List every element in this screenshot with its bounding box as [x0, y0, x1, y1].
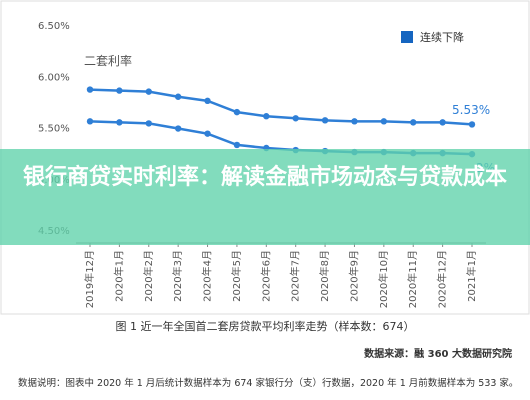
data-point — [439, 119, 446, 126]
data-point — [410, 119, 417, 126]
y-tick-label: 6.50% — [38, 21, 70, 32]
x-tick-label: 2020年12月 — [436, 250, 449, 308]
data-point — [233, 108, 241, 116]
data-point — [204, 130, 211, 137]
data-point — [292, 115, 299, 122]
series-line-0 — [89, 88, 473, 126]
x-tick-label: 2020年6月 — [259, 250, 272, 302]
y-tick-label: 5.50% — [38, 124, 70, 135]
data-point — [321, 117, 329, 124]
x-tick-label: 2020年8月 — [318, 250, 331, 302]
data-point — [86, 118, 94, 125]
data-point — [233, 141, 241, 149]
x-tick-label: 2021年1月 — [465, 250, 478, 302]
figure-caption: 图 1 近一年全国首二套房贷款平均利率走势（样本数：674） — [115, 320, 415, 333]
x-tick-label: 2020年5月 — [230, 250, 243, 302]
data-point — [468, 121, 476, 128]
data-note: 数据说明：图表中 2020 年 1 月后统计数据样本为 674 家银行分（支）行… — [18, 378, 519, 389]
data-point — [351, 118, 358, 125]
series-label-second-home: 二套利率 — [84, 53, 132, 68]
x-tick-label: 2020年9月 — [347, 250, 360, 302]
data-point — [145, 120, 152, 127]
overlay-title: 银行商贷实时利率：解读金融市场动态与贷款成本 — [22, 165, 507, 190]
data-point — [263, 113, 270, 120]
legend-label: 连续下降 — [420, 30, 464, 44]
data-point — [204, 97, 211, 105]
data-point — [86, 86, 94, 93]
legend-swatch — [401, 31, 413, 43]
x-tick-label: 2020年4月 — [201, 250, 214, 302]
data-point — [174, 125, 182, 132]
x-tick-label: 2019年12月 — [83, 250, 96, 308]
x-tick-label: 2020年10月 — [377, 250, 390, 308]
x-axis: 2019年12月 2020年1月 2020年2月 2020年3月 2020年4月 2020… — [76, 242, 486, 308]
title-banner — [0, 149, 530, 245]
end-value-label: 5.53% — [452, 103, 490, 117]
y-tick-label: 6.00% — [38, 72, 70, 83]
data-point — [116, 87, 123, 94]
x-tick-label: 2020年11月 — [406, 250, 419, 308]
x-tick-label: 2020年7月 — [289, 250, 302, 302]
x-tick-label: 2020年3月 — [171, 250, 184, 302]
data-point — [145, 88, 152, 95]
x-tick-label: 2020年2月 — [142, 250, 155, 302]
data-point — [116, 119, 123, 126]
x-tick-label: 2020年1月 — [112, 250, 125, 302]
data-source: 数据来源：融 360 大数据研究院 — [364, 349, 512, 360]
data-point — [380, 118, 388, 125]
data-point — [174, 93, 182, 100]
legend: 连续下降 — [401, 30, 464, 44]
